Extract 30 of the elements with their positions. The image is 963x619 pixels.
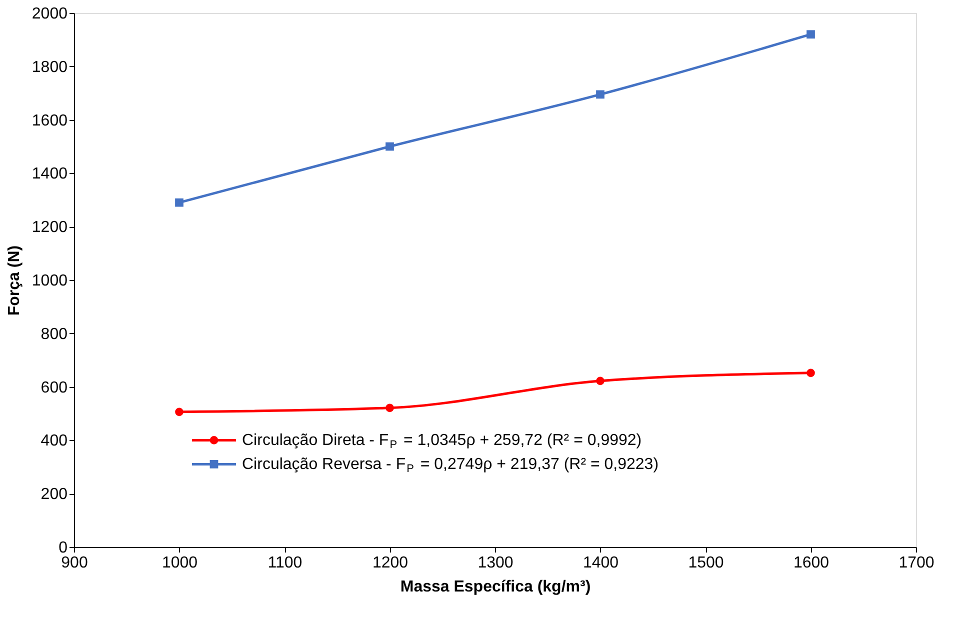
y-tick-label: 1800 — [32, 58, 68, 76]
point — [806, 30, 815, 39]
point — [806, 368, 815, 378]
y-tick-label: 0 — [58, 540, 68, 556]
x-axis-title: Massa Específica (kg/m³) — [400, 578, 591, 596]
x-tick-label: 1400 — [582, 554, 619, 572]
point — [596, 376, 604, 386]
point — [175, 408, 184, 416]
x-tick-label: 1500 — [688, 554, 724, 572]
x-tick-label: 1200 — [372, 554, 408, 572]
y-tick-label: 200 — [40, 486, 68, 504]
x-tick-label: 1300 — [478, 554, 514, 572]
point — [386, 142, 394, 151]
point — [175, 198, 184, 207]
x-tick-label: 1000 — [162, 554, 198, 572]
point — [596, 90, 604, 99]
x-tick-label: 1700 — [898, 554, 934, 572]
y-tick-label: 1000 — [32, 272, 68, 290]
x-tick-label: 1100 — [268, 554, 302, 572]
y-tick-label: 1200 — [32, 219, 68, 236]
x-tick-label: 1600 — [793, 554, 830, 572]
y-tick-label: 1600 — [32, 112, 68, 130]
y-tick-label: 400 — [40, 432, 68, 450]
y-tick-label: 600 — [40, 379, 68, 396]
y-tick-label: 2000 — [32, 6, 68, 22]
point — [386, 404, 394, 412]
x-tick-label: 900 — [61, 554, 88, 572]
y-axis-title: Força (N) — [6, 245, 23, 316]
y-tick-label: 1400 — [32, 166, 68, 183]
y-tick-label: 800 — [40, 326, 68, 343]
